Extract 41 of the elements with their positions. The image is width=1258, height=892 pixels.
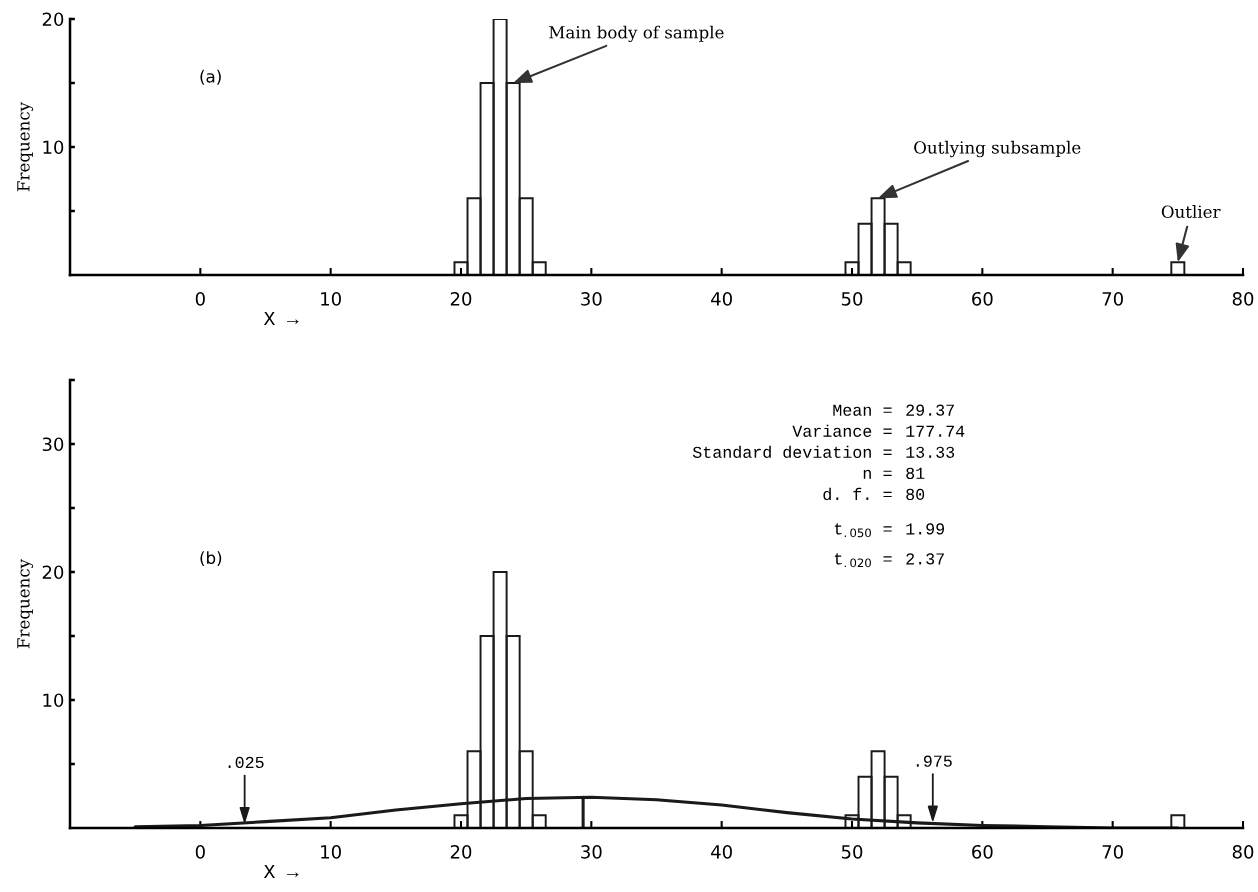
annotation: d. f. = 80 (823, 487, 925, 501)
y-tick-label: 10 (43, 693, 64, 708)
y-axis-title: Frequency (17, 101, 34, 192)
x-tick-label: 0 (195, 291, 205, 306)
y-tick-label: 20 (42, 12, 64, 27)
annotation: t$_{.020}$ = 2.37 (834, 553, 944, 568)
annotation: (a) (200, 69, 221, 85)
x-tick-label: 40 (711, 844, 732, 859)
annotation: .975 (916, 755, 952, 767)
annotation: Standard deviation = 13.33 (692, 445, 955, 458)
x-tick-label: 50 (841, 844, 863, 859)
annotation: Mean = 29.37 (833, 404, 954, 416)
x-tick-label: 30 (581, 291, 602, 306)
annotation: Outlying subsample (914, 140, 1081, 158)
x-tick-label: 80 (1232, 291, 1254, 306)
x-tick-label: 0 (195, 844, 205, 859)
x-tick-label: 80 (1232, 844, 1254, 859)
x-tick-label: 70 (1102, 844, 1123, 859)
annotation: Variance = 177.74 (792, 424, 965, 437)
x-axis-title: X → (263, 865, 299, 878)
annotation: t$_{.050}$ = 1.99 (834, 523, 945, 538)
y-tick-label: 10 (43, 140, 64, 155)
x-tick-label: 20 (450, 844, 472, 859)
x-tick-label: 10 (321, 291, 341, 306)
x-tick-label: 70 (1102, 291, 1123, 306)
x-tick-label: 10 (321, 844, 341, 859)
y-tick-label: 20 (42, 565, 64, 580)
x-tick-label: 50 (841, 291, 863, 306)
y-axis-title: Frequency (17, 558, 34, 649)
x-tick-label: 60 (972, 291, 993, 306)
x-tick-label: 20 (450, 291, 472, 306)
x-tick-label: 60 (972, 844, 993, 859)
x-tick-label: 30 (581, 844, 602, 859)
annotation: n = 81 (863, 467, 925, 479)
y-tick-label: 30 (42, 437, 64, 452)
x-axis-title: X → (263, 312, 299, 325)
annotation: .025 (228, 756, 264, 769)
annotation: Outlier (1161, 205, 1221, 219)
annotation: (b) (200, 551, 222, 566)
x-tick-label: 40 (711, 291, 732, 306)
annotation: Main body of sample (549, 25, 724, 43)
